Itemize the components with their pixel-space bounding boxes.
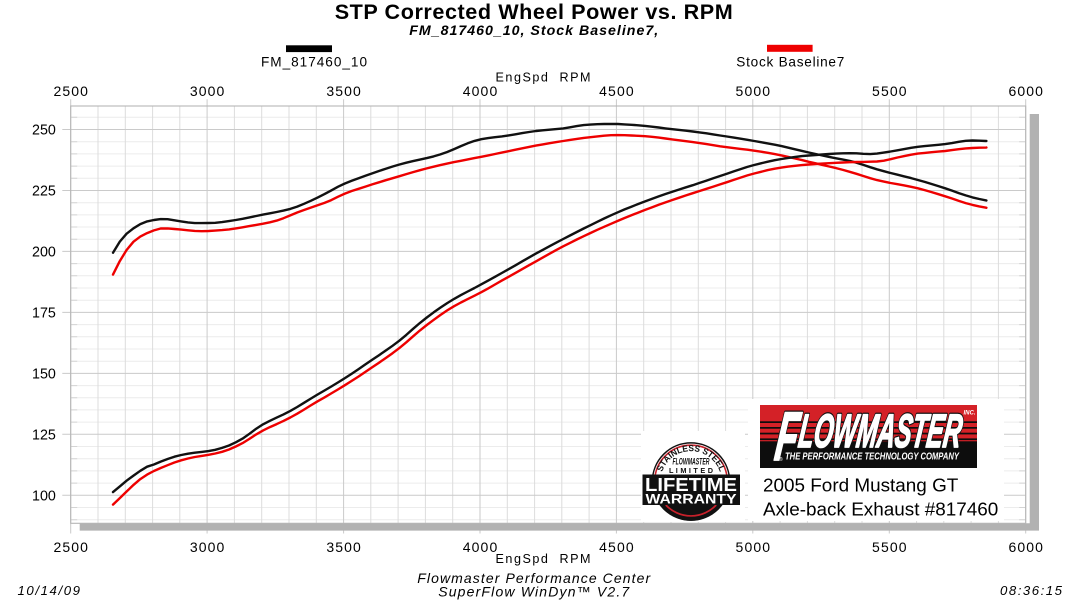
svg-text:225: 225 bbox=[32, 184, 56, 200]
svg-text:5500: 5500 bbox=[872, 539, 907, 555]
svg-text:FM_817460_10: FM_817460_10 bbox=[261, 55, 367, 70]
svg-text:200: 200 bbox=[32, 245, 56, 261]
svg-text:EngSpd RPM: EngSpd RPM bbox=[496, 71, 591, 85]
svg-text:5000: 5000 bbox=[736, 539, 771, 555]
svg-text:4000: 4000 bbox=[463, 83, 498, 99]
svg-text:2005 Ford Mustang GT: 2005 Ford Mustang GT bbox=[763, 476, 959, 497]
svg-text:6000: 6000 bbox=[1008, 539, 1043, 555]
svg-text:175: 175 bbox=[32, 306, 56, 322]
svg-text:125: 125 bbox=[32, 428, 56, 444]
svg-text:5000: 5000 bbox=[736, 83, 771, 99]
svg-text:4000: 4000 bbox=[463, 539, 498, 555]
svg-text:4500: 4500 bbox=[599, 539, 634, 555]
svg-text:150: 150 bbox=[32, 367, 56, 383]
svg-text:Flowmaster Performance Center: Flowmaster Performance Center bbox=[417, 570, 651, 586]
svg-text:L I M I T E D: L I M I T E D bbox=[669, 466, 713, 475]
svg-text:3000: 3000 bbox=[190, 539, 225, 555]
svg-text:FLOWMASTER: FLOWMASTER bbox=[673, 457, 710, 467]
svg-text:Axle-back Exhaust #817460: Axle-back Exhaust #817460 bbox=[763, 500, 998, 521]
svg-text:6000: 6000 bbox=[1008, 83, 1043, 99]
svg-text:®: ® bbox=[779, 456, 783, 463]
svg-text:4500: 4500 bbox=[599, 83, 634, 99]
svg-text:5500: 5500 bbox=[872, 83, 907, 99]
svg-text:3500: 3500 bbox=[326, 83, 361, 99]
svg-text:THE PERFORMANCE TECHNOLOGY COM: THE PERFORMANCE TECHNOLOGY COMPANY bbox=[785, 451, 960, 463]
svg-text:08:36:15: 08:36:15 bbox=[1000, 583, 1063, 598]
svg-text:3500: 3500 bbox=[326, 539, 361, 555]
svg-text:100: 100 bbox=[32, 489, 56, 505]
svg-text:250: 250 bbox=[32, 123, 56, 139]
svg-text:STP Corrected Wheel Power vs.: STP Corrected Wheel Power vs. RPM bbox=[335, 0, 733, 24]
svg-text:EngSpd RPM: EngSpd RPM bbox=[496, 552, 591, 566]
svg-text:SuperFlow WinDyn™ V2.7: SuperFlow WinDyn™ V2.7 bbox=[438, 584, 630, 600]
svg-text:10/14/09: 10/14/09 bbox=[18, 583, 81, 598]
svg-text:3000: 3000 bbox=[190, 83, 225, 99]
svg-text:2500: 2500 bbox=[53, 83, 88, 99]
svg-text:2500: 2500 bbox=[53, 539, 88, 555]
svg-text:LIFETIME: LIFETIME bbox=[645, 474, 737, 495]
svg-text:WARRANTY: WARRANTY bbox=[646, 490, 738, 506]
svg-text:Stock Baseline7: Stock Baseline7 bbox=[736, 55, 844, 70]
svg-text:FM_817460_10, Stock Baseline7,: FM_817460_10, Stock Baseline7, bbox=[409, 23, 658, 39]
svg-text:INC.: INC. bbox=[964, 411, 976, 417]
